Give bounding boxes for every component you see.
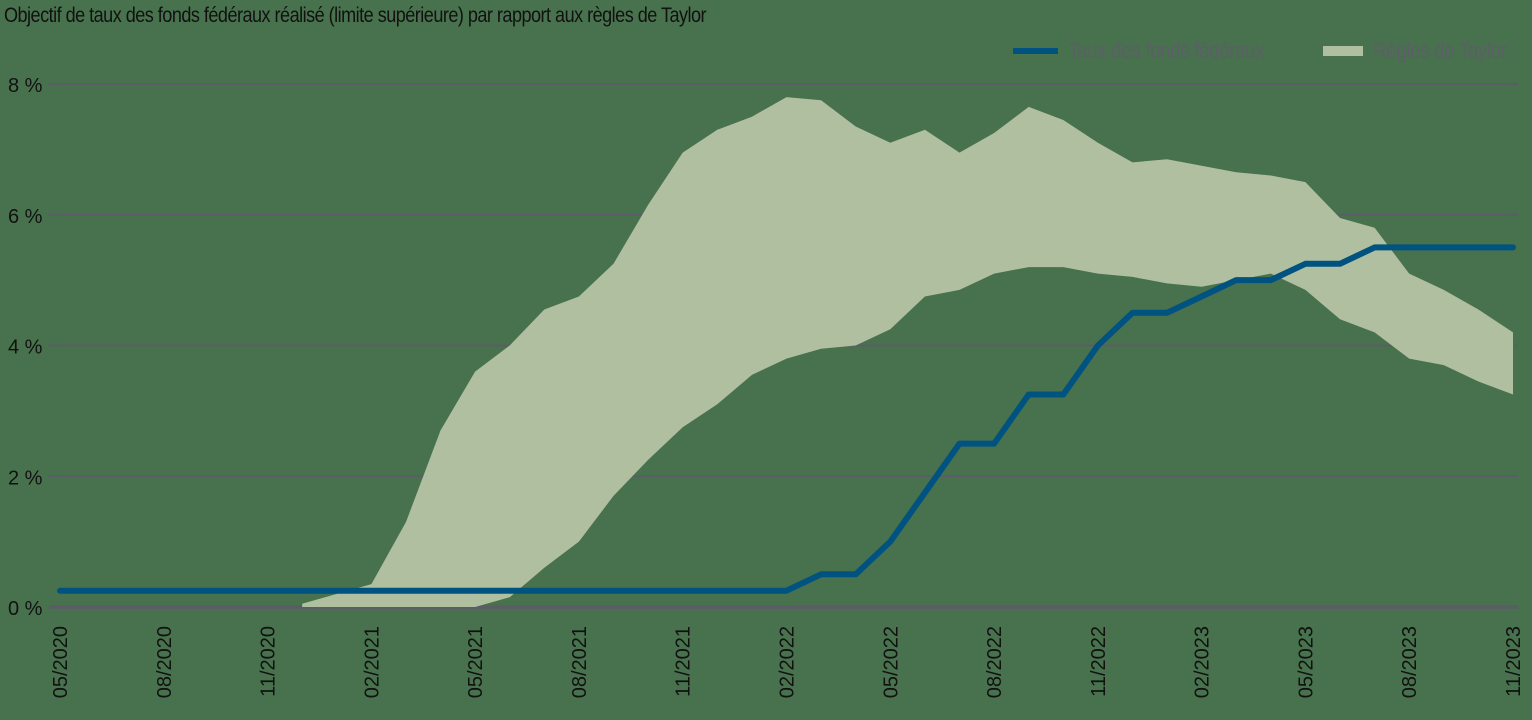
fed-funds-line-swatch-icon bbox=[1013, 48, 1059, 54]
x-tick-label: 11/2022 bbox=[1088, 626, 1110, 697]
y-tick-label: 4 % bbox=[8, 337, 43, 359]
taylor-rules-band bbox=[302, 97, 1514, 607]
x-tick-label: 08/2020 bbox=[154, 626, 176, 698]
x-tick-label: 08/2021 bbox=[569, 626, 591, 698]
x-tick-label: 02/2021 bbox=[361, 626, 383, 698]
x-tick-label: 02/2023 bbox=[1192, 626, 1214, 698]
y-tick-label: 8 % bbox=[8, 75, 43, 97]
x-axis-ticks: 05/2020 08/2020 11/2020 02/2021 05/2021 08/20… bbox=[50, 626, 1525, 698]
legend-label-fed-funds: Taux des fonds fédéraux bbox=[1068, 38, 1265, 63]
x-tick-label: 05/2022 bbox=[880, 626, 902, 698]
gridlines bbox=[49, 83, 1518, 609]
x-tick-label: 05/2023 bbox=[1295, 626, 1317, 698]
y-tick-label: 6 % bbox=[8, 206, 43, 228]
x-tick-label: 08/2022 bbox=[984, 626, 1006, 698]
x-tick-label: 11/2023 bbox=[1503, 626, 1525, 697]
legend-label-taylor-rules: Règles de Taylor bbox=[1372, 38, 1507, 63]
fed-funds-line bbox=[57, 244, 1516, 594]
chart-legend: Taux des fonds fédéraux Règles de Taylor bbox=[987, 38, 1528, 64]
y-axis-ticks: 0 % 2 % 4 % 6 % 8 % bbox=[8, 75, 43, 620]
x-tick-label: 02/2022 bbox=[777, 626, 799, 698]
x-tick-label: 11/2021 bbox=[673, 626, 695, 697]
taylor-band-swatch-icon bbox=[1322, 46, 1363, 56]
x-tick-label: 11/2020 bbox=[258, 626, 280, 697]
x-tick-label: 05/2020 bbox=[50, 626, 72, 698]
x-tick-label: 08/2023 bbox=[1399, 626, 1421, 698]
y-tick-label: 0 % bbox=[8, 598, 43, 620]
y-tick-label: 2 % bbox=[8, 467, 43, 489]
legend-item-taylor-rules: Règles de Taylor bbox=[1322, 38, 1528, 64]
x-tick-label: 05/2021 bbox=[465, 626, 487, 698]
chart-title: Objectif de taux des fonds fédéraux réal… bbox=[4, 4, 707, 27]
legend-item-fed-funds: Taux des fonds fédéraux bbox=[1013, 38, 1296, 64]
